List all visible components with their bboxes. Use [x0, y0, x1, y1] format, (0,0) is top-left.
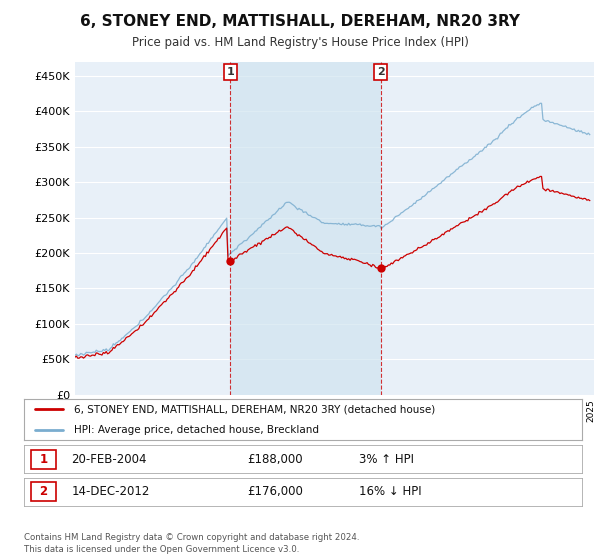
Text: HPI: Average price, detached house, Breckland: HPI: Average price, detached house, Brec… — [74, 424, 319, 435]
Text: 6, STONEY END, MATTISHALL, DEREHAM, NR20 3RY (detached house): 6, STONEY END, MATTISHALL, DEREHAM, NR20… — [74, 404, 436, 414]
Text: £188,000: £188,000 — [247, 452, 303, 466]
Text: 2: 2 — [39, 485, 47, 498]
Text: 20-FEB-2004: 20-FEB-2004 — [71, 452, 147, 466]
Text: 3% ↑ HPI: 3% ↑ HPI — [359, 452, 414, 466]
Text: 1: 1 — [39, 452, 47, 466]
Text: Contains HM Land Registry data © Crown copyright and database right 2024.
This d: Contains HM Land Registry data © Crown c… — [24, 533, 359, 554]
Text: 16% ↓ HPI: 16% ↓ HPI — [359, 485, 421, 498]
Bar — [31, 450, 56, 469]
Text: 1: 1 — [226, 67, 234, 77]
Text: 14-DEC-2012: 14-DEC-2012 — [71, 485, 150, 498]
Text: 2: 2 — [377, 67, 385, 77]
Text: 6, STONEY END, MATTISHALL, DEREHAM, NR20 3RY: 6, STONEY END, MATTISHALL, DEREHAM, NR20… — [80, 14, 520, 29]
Text: £176,000: £176,000 — [247, 485, 303, 498]
Text: Price paid vs. HM Land Registry's House Price Index (HPI): Price paid vs. HM Land Registry's House … — [131, 36, 469, 49]
Bar — [31, 482, 56, 501]
Bar — [230, 62, 380, 395]
